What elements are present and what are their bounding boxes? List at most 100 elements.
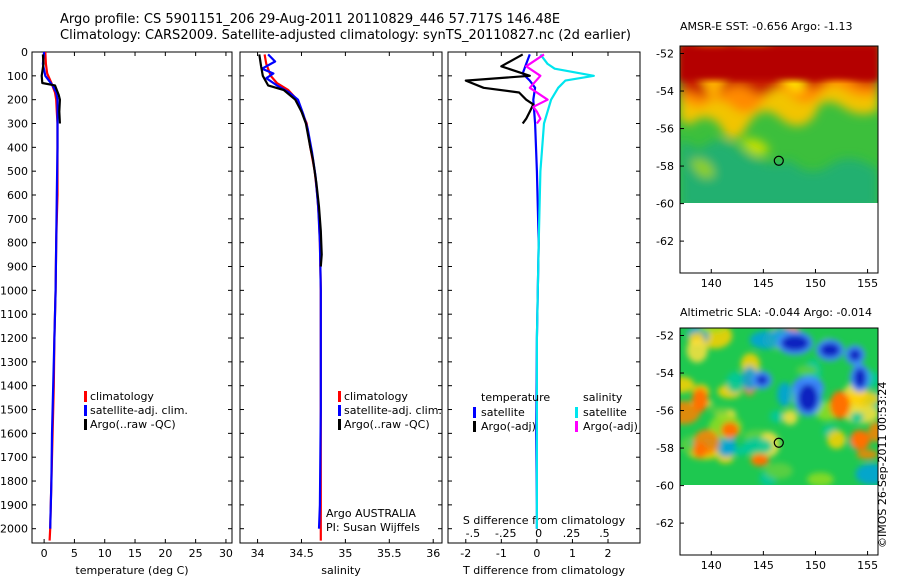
y-tick-label: -54: [656, 367, 674, 380]
salinity-frame: [239, 51, 443, 544]
annotation-line: Argo AUSTRALIA: [326, 507, 416, 520]
x-tick-label: 5: [71, 547, 78, 560]
y-tick-label: 300: [7, 118, 28, 131]
field-region: [827, 430, 846, 449]
x-tick-label: 140: [701, 559, 722, 572]
y-tick-label: 1300: [0, 356, 28, 369]
x-tick-label: 140: [701, 277, 722, 290]
x-tick-label: 35: [338, 547, 352, 560]
series-line-satellite-adj-clim-: [260, 53, 322, 529]
legend-label: Argo(..raw -QC): [344, 418, 430, 431]
legend-swatch: [575, 421, 578, 432]
field-region: [721, 422, 739, 438]
top-tick-label: .25: [563, 527, 581, 540]
field-region: [726, 371, 744, 393]
series-line-t-argo-adj-: [464, 53, 535, 125]
legend-swatch: [473, 421, 476, 432]
y-tick-label: -52: [656, 48, 674, 61]
x-axis-label: temperature (deg C): [75, 564, 188, 577]
y-tick-label: -56: [656, 123, 674, 136]
imos-timestamp: ©IMOS 26-Sep-2011 00:53:24: [876, 381, 889, 548]
x-tick-label: 0: [41, 547, 48, 560]
map-field: [680, 328, 878, 485]
legend-label: Argo(-adj): [481, 420, 536, 433]
map-title: Altimetric SLA: -0.044 Argo: -0.014: [680, 306, 872, 319]
field-blobs: [680, 328, 878, 485]
series-line-argo-raw-qc-: [40, 54, 62, 124]
map-title: AMSR-E SST: -0.656 Argo: -1.13: [680, 20, 852, 33]
series-line-s-argo-adj-: [525, 53, 549, 125]
legend-label: satellite: [583, 406, 627, 419]
x-tick-label: 34: [251, 547, 265, 560]
legend-swatch: [338, 419, 341, 430]
temperature-panel: 0100200300400500600700800900100011001200…: [0, 46, 233, 577]
x-tick-label: 10: [98, 547, 112, 560]
y-tick-label: -60: [656, 198, 674, 211]
legend-swatch: [84, 405, 87, 416]
field-region: [680, 140, 878, 203]
legend-swatch: [338, 405, 341, 416]
y-tick-label: 1700: [0, 451, 28, 464]
x-tick-label: 2: [605, 547, 612, 560]
x-axis-label: salinity: [321, 564, 361, 577]
x-tick-label: 15: [128, 547, 142, 560]
x-tick-label: 20: [158, 547, 172, 560]
float-position-marker: [773, 155, 784, 166]
y-tick-label: 700: [7, 213, 28, 226]
x-tick-label: -2: [460, 547, 471, 560]
y-tick-label: -52: [656, 330, 674, 343]
field-region: [756, 375, 768, 385]
field-region: [680, 376, 695, 393]
series-line-s-satellite: [535, 53, 595, 529]
x-tick-label: 155: [857, 559, 878, 572]
title-line-1: Argo profile: CS 5901151_206 29-Aug-2011…: [60, 12, 561, 27]
x-tick-label: 30: [219, 547, 233, 560]
sla-map-panel: Altimetric SLA: -0.044 Argo: -0.014 140 14…: [656, 306, 879, 572]
field-region: [693, 442, 707, 458]
field-region: [709, 407, 730, 416]
y-tick-label: 1200: [0, 332, 28, 345]
field-region: [769, 410, 785, 423]
x-tick-label: 35.5: [377, 547, 402, 560]
y-tick-label: 1500: [0, 404, 28, 417]
map-frame: [679, 327, 879, 556]
x-tick-label: 34.5: [289, 547, 314, 560]
y-tick-label: 1400: [0, 380, 28, 393]
legend-swatch: [84, 391, 87, 402]
field-region: [868, 421, 878, 442]
x-tick-label: 145: [753, 559, 774, 572]
y-tick-label: 1900: [0, 499, 28, 512]
legend-label: satellite-adj. clim.: [90, 404, 188, 417]
field-region: [820, 343, 840, 357]
x-tick-label: 0: [533, 547, 540, 560]
y-tick-label: 500: [7, 165, 28, 178]
field-region: [781, 335, 809, 351]
field-region: [742, 437, 773, 455]
y-tick-label: -62: [656, 235, 674, 248]
field-region: [830, 391, 850, 419]
map-frame: [679, 45, 879, 274]
field-region: [846, 390, 878, 407]
x-tick-label: 25: [189, 547, 203, 560]
field-region: [751, 454, 769, 466]
x-tick-label: 150: [805, 559, 826, 572]
y-tick-label: 1600: [0, 427, 28, 440]
field-region: [849, 349, 861, 361]
y-tick-label: 2000: [0, 523, 28, 536]
x-tick-label: 150: [805, 277, 826, 290]
series-line-climatology: [263, 54, 322, 541]
legend-swatch: [575, 407, 578, 418]
y-tick-label: -54: [656, 85, 674, 98]
annotation-line: PI: Susan Wijffels: [326, 521, 420, 534]
top-tick-label: -.5: [466, 527, 480, 540]
legend-swatch: [473, 407, 476, 418]
y-tick-label: 100: [7, 70, 28, 83]
top-tick-label: -.25: [495, 527, 516, 540]
x-tick-label: 1: [569, 547, 576, 560]
x-tick-label: 36: [426, 547, 440, 560]
y-tick-label: -58: [656, 442, 674, 455]
x-tick-label: 155: [857, 277, 878, 290]
temperature-frame: [31, 51, 233, 544]
y-tick-label: 900: [7, 261, 28, 274]
y-tick-label: -56: [656, 405, 674, 418]
